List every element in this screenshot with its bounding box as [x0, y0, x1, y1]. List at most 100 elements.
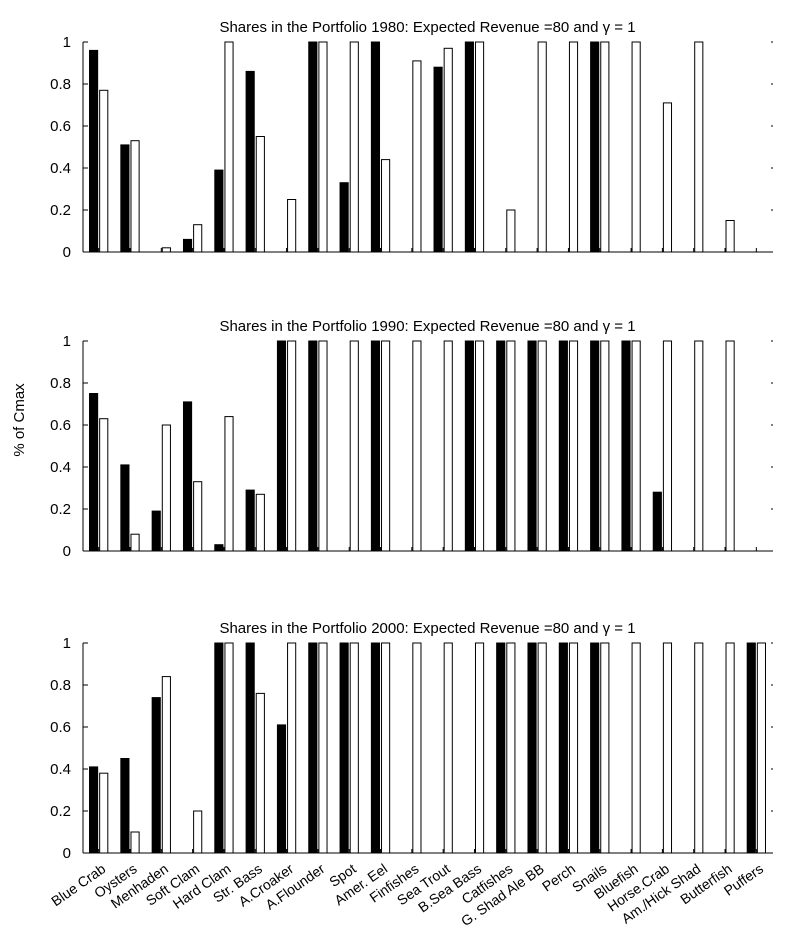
bar	[161, 247, 171, 253]
y-tick-label: 0	[63, 845, 71, 862]
bar	[694, 41, 704, 253]
bar	[287, 642, 297, 854]
bar	[193, 481, 203, 552]
bar	[255, 493, 265, 552]
bar	[746, 642, 756, 854]
bar	[537, 642, 547, 854]
y-tick-label: 0	[63, 244, 71, 261]
bar	[590, 642, 600, 854]
bar	[381, 340, 391, 552]
bar	[161, 676, 171, 854]
bar	[464, 340, 474, 552]
bar	[433, 66, 443, 253]
bar	[662, 642, 673, 854]
bar	[756, 642, 766, 854]
bar	[568, 642, 579, 854]
bar	[130, 533, 140, 552]
bar	[99, 89, 109, 253]
bar	[214, 642, 224, 854]
bar	[631, 340, 641, 552]
bar	[255, 136, 265, 253]
bar	[506, 642, 516, 854]
bar	[600, 340, 610, 552]
y-tick-label: 0	[63, 543, 71, 560]
bar	[496, 642, 506, 854]
bar	[130, 140, 140, 253]
bar	[308, 41, 318, 253]
bar	[590, 41, 600, 253]
bar	[725, 340, 735, 552]
bar	[339, 642, 349, 854]
bar	[621, 340, 631, 552]
bar	[130, 831, 140, 854]
bar	[287, 199, 297, 253]
bar	[245, 642, 255, 854]
bar	[245, 70, 255, 253]
bar	[662, 102, 673, 253]
bar	[370, 642, 381, 854]
bar	[590, 340, 600, 552]
bar	[537, 41, 547, 253]
panel-title: Shares in the Portfolio 2000: Expected R…	[219, 620, 635, 637]
panel-title: Shares in the Portfolio 1990: Expected R…	[219, 318, 635, 335]
bar	[99, 772, 109, 854]
bar	[443, 47, 453, 253]
y-axis-label: % of Cmax	[11, 383, 28, 457]
bar	[600, 642, 610, 854]
bar	[631, 642, 641, 854]
bar	[464, 41, 474, 253]
bar	[318, 340, 328, 552]
bar	[245, 489, 255, 552]
bar	[568, 41, 579, 253]
bar	[224, 416, 234, 552]
bar	[381, 642, 391, 854]
bar	[151, 697, 161, 854]
bar	[349, 340, 359, 552]
bar	[89, 49, 99, 253]
chart-panel-2: Shares in the Portfolio 1990: Expected R…	[50, 318, 773, 560]
bar	[318, 642, 328, 854]
bar	[224, 41, 234, 253]
bar	[276, 724, 287, 854]
bar	[193, 810, 203, 854]
bar	[214, 169, 224, 253]
y-tick-label: 0.6	[50, 417, 71, 434]
bar	[370, 340, 381, 552]
bar	[527, 642, 537, 854]
bar	[412, 642, 422, 854]
bar	[99, 418, 109, 552]
bar	[537, 340, 547, 552]
bar	[193, 224, 203, 253]
bar	[151, 510, 161, 552]
bar	[662, 340, 673, 552]
bar	[568, 340, 579, 552]
bar	[318, 41, 328, 253]
bar	[558, 340, 568, 552]
y-tick-label: 0.4	[50, 459, 71, 476]
bar	[308, 642, 318, 854]
bar	[694, 642, 704, 854]
y-tick-label: 0.2	[50, 501, 71, 518]
bar	[214, 544, 224, 552]
bar	[120, 464, 130, 552]
bar	[694, 340, 704, 552]
bar	[725, 642, 735, 854]
bar	[349, 41, 359, 253]
y-tick-label: 0.8	[50, 375, 71, 392]
bar	[182, 238, 193, 253]
bar	[255, 692, 265, 854]
chart-panel-1: Shares in the Portfolio 1980: Expected R…	[50, 19, 773, 261]
bar	[339, 182, 349, 253]
bar	[412, 340, 422, 552]
y-tick-label: 0.8	[50, 76, 71, 93]
bar	[287, 340, 297, 552]
y-tick-label: 0.4	[50, 160, 71, 177]
y-tick-label: 0.2	[50, 803, 71, 820]
bar	[506, 340, 516, 552]
bar	[161, 424, 171, 552]
bar	[370, 41, 381, 253]
chart-panel-3: Shares in the Portfolio 2000: Expected R…	[48, 620, 773, 929]
panel-title: Shares in the Portfolio 1980: Expected R…	[219, 19, 635, 36]
bar	[349, 642, 359, 854]
